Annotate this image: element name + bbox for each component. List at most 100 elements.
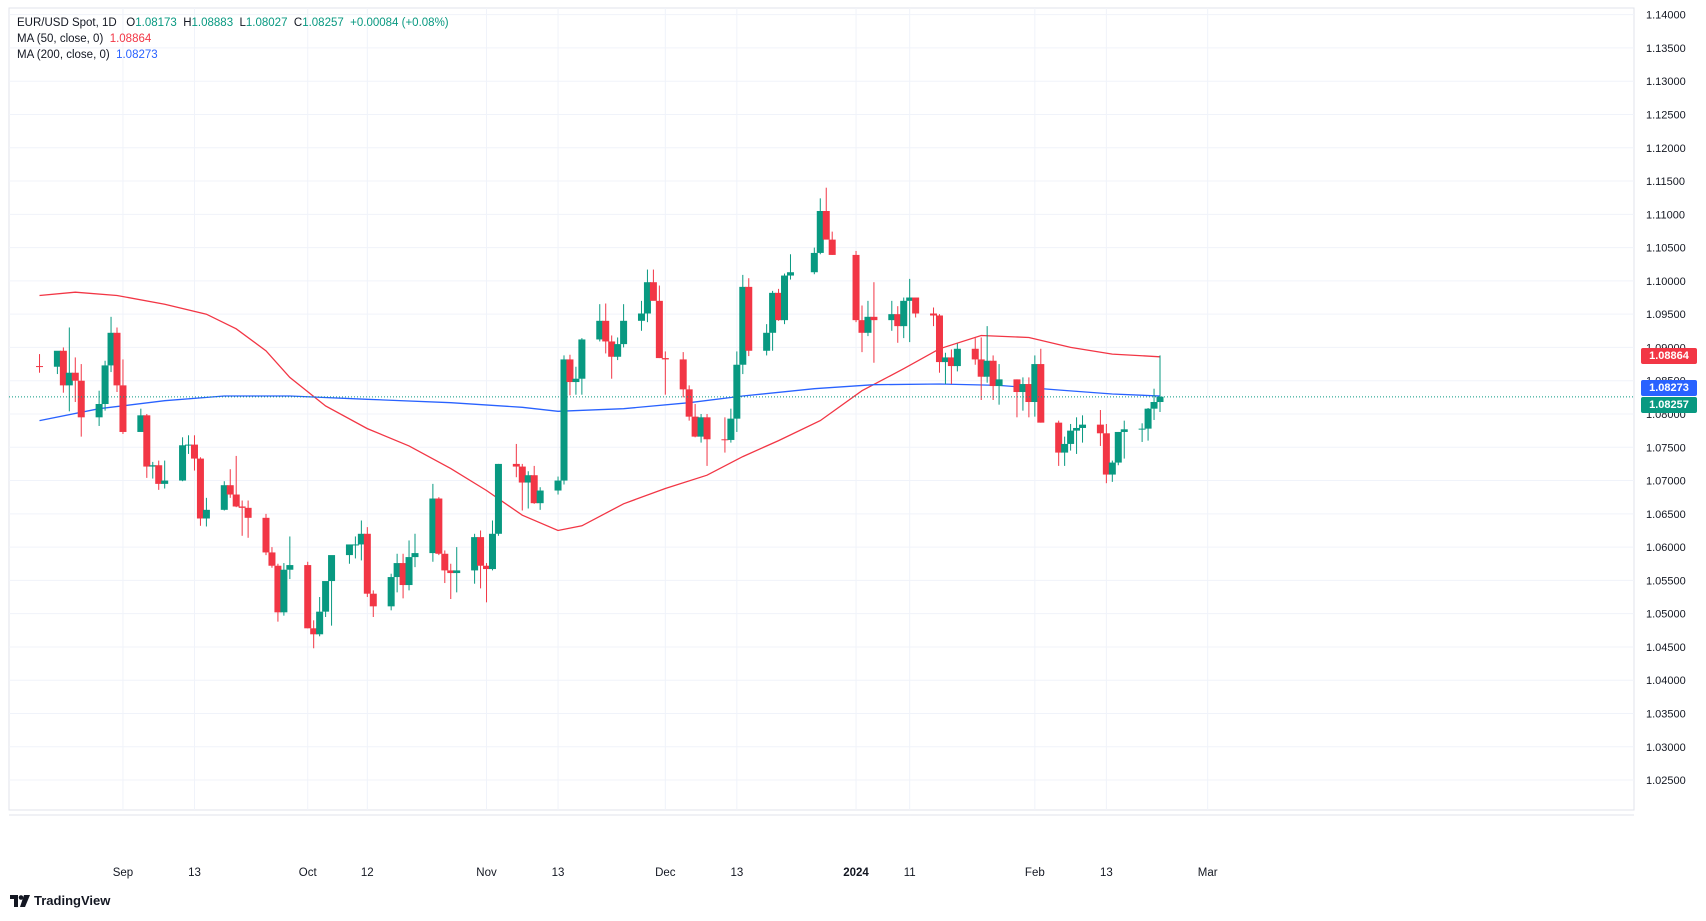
candle [268, 547, 276, 568]
candle-body [399, 563, 407, 586]
price-tick-label: 1.11000 [1646, 209, 1685, 221]
candle-body [977, 359, 985, 377]
candle [1144, 408, 1152, 441]
price-tick-label: 1.05500 [1646, 575, 1686, 587]
price-tick-label: 1.12000 [1646, 143, 1686, 155]
candle [441, 550, 449, 584]
candle [572, 366, 580, 395]
candle-body [107, 332, 115, 366]
candle [179, 437, 187, 482]
candle [828, 231, 836, 255]
candle-body [1025, 384, 1033, 403]
price-tick-label: 1.07500 [1646, 442, 1686, 454]
time-tick-label: 13 [188, 867, 201, 879]
candle-body [781, 275, 789, 321]
candle [721, 417, 729, 453]
candle-body [322, 581, 330, 612]
candle [77, 364, 85, 437]
candle [733, 351, 741, 432]
candle [1037, 348, 1045, 423]
ma200-price-tag: 1.08273 [1641, 379, 1697, 396]
candle [822, 187, 830, 240]
candle [310, 620, 318, 649]
candle [393, 553, 401, 593]
candle [1055, 420, 1063, 466]
candle [185, 435, 193, 454]
candle [244, 500, 252, 538]
candle-body [280, 569, 288, 613]
candle [1061, 436, 1069, 466]
ma50-path [39, 291, 1161, 532]
plot-border [8, 7, 1635, 811]
candle [816, 198, 824, 255]
candle [727, 408, 735, 443]
candle [387, 573, 395, 611]
candle [864, 300, 872, 337]
price-axis[interactable]: 1.14000 1.13500 1.13000 1.12500 1.12000 1.115… [1646, 10, 1686, 787]
candle-body [733, 364, 741, 419]
candle [953, 343, 961, 372]
candle-body [995, 379, 1003, 387]
candle-body [775, 292, 783, 321]
candle [1114, 431, 1122, 466]
candle [858, 305, 866, 353]
price-tick-label: 1.10000 [1646, 276, 1686, 288]
ma50-value: 1.08864 [109, 33, 152, 45]
candle-body [345, 544, 353, 556]
candle-body [429, 498, 437, 554]
candle-body [864, 316, 872, 333]
candle-body [1144, 408, 1152, 429]
candle [703, 413, 711, 466]
candle [930, 307, 938, 327]
symbol-legend-row[interactable]: EUR/USD Spot, 1D O1.08173 H1.08883 L1.08… [17, 15, 449, 31]
candle-body [101, 365, 109, 405]
candle-body [655, 300, 663, 359]
candle-body [1096, 424, 1104, 434]
candle [399, 553, 407, 599]
time-tick-label: Oct [299, 867, 318, 879]
candle-body [971, 348, 979, 360]
ma50-legend-row[interactable]: MA (50, close, 0) 1.08864 [17, 31, 449, 47]
candle [512, 443, 520, 478]
candle [775, 288, 783, 321]
candle-body [268, 552, 276, 566]
candle [53, 350, 61, 375]
candle-body [953, 348, 961, 367]
price-tick-label: 1.12500 [1646, 109, 1686, 121]
ma200-legend-row[interactable]: MA (200, close, 0) 1.08273 [17, 47, 449, 63]
candle-body [119, 385, 127, 432]
candle [900, 297, 908, 339]
brand-name: TradingView [34, 893, 111, 908]
open-value: 1.08173 [135, 17, 177, 29]
candle [1150, 388, 1158, 420]
tradingview-logo[interactable]: TradingView [10, 893, 110, 908]
candle-body [888, 314, 896, 321]
candle-body [226, 485, 234, 495]
candle [1096, 409, 1104, 446]
price-tick-label: 1.02500 [1646, 775, 1686, 787]
time-axis[interactable]: Sep 13 Oct 12 Nov 13 Dec 13 2024 11 Feb 13 Mar [113, 867, 1218, 879]
candle [870, 282, 878, 363]
candle-body [387, 577, 395, 607]
ma200-path [39, 383, 1161, 422]
time-tick-label: 13 [1100, 867, 1113, 879]
candle-body [989, 360, 997, 387]
candle [983, 326, 991, 383]
candle-body [763, 332, 771, 351]
change-value: +0.00084 (+0.08%) [350, 17, 449, 29]
candle-body [524, 475, 532, 483]
candle [149, 461, 157, 479]
candle-body [769, 292, 777, 333]
candle-body [53, 350, 61, 367]
candle [536, 487, 544, 510]
candle-body [870, 316, 878, 321]
price-tick-label: 1.13500 [1646, 43, 1686, 55]
candle [637, 300, 645, 331]
candle [429, 483, 437, 562]
candle [471, 533, 479, 584]
candle-body [721, 439, 729, 441]
candle-body [59, 350, 67, 386]
candle-body [179, 445, 187, 481]
candle-body [71, 372, 79, 381]
